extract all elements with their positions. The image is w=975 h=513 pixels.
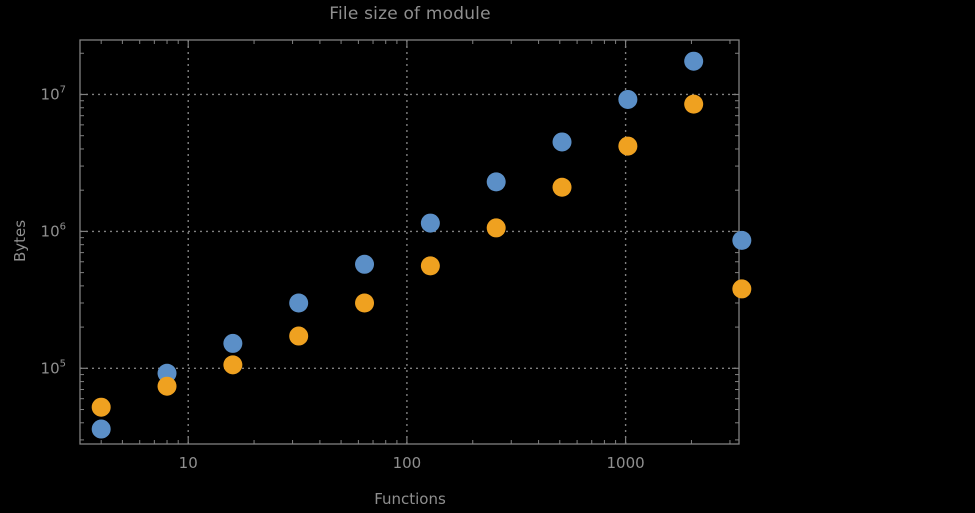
y-tick-label: 105	[41, 358, 66, 377]
data-point	[684, 51, 704, 71]
data-point	[355, 293, 375, 313]
data-point	[618, 89, 638, 109]
data-point	[684, 94, 704, 114]
data-point	[732, 230, 752, 250]
data-point	[420, 213, 440, 233]
gridlines-group	[80, 40, 739, 444]
data-point	[552, 132, 572, 152]
data-points-group	[91, 51, 752, 439]
data-point	[223, 333, 243, 353]
data-point	[732, 279, 752, 299]
data-point	[157, 376, 177, 396]
x-tick-labels: 10 100 1000	[179, 454, 645, 472]
data-point	[552, 177, 572, 197]
tick-marks-group	[80, 40, 739, 444]
chart-title: File size of module	[329, 4, 491, 24]
x-tick-label: 100	[393, 454, 422, 472]
x-tick-label: 10	[179, 454, 198, 472]
data-point	[618, 136, 638, 156]
data-point	[420, 256, 440, 276]
y-axis-label: Bytes	[11, 219, 29, 263]
data-point	[91, 397, 111, 417]
y-tick-label: 106	[41, 221, 66, 240]
axis-frame	[79, 39, 740, 445]
data-point	[289, 293, 309, 313]
data-point	[91, 419, 111, 439]
data-point	[486, 218, 506, 238]
data-point	[223, 355, 243, 375]
y-tick-label: 107	[41, 84, 66, 103]
data-point	[289, 326, 309, 346]
x-tick-label: 1000	[607, 454, 645, 472]
data-point	[486, 172, 506, 192]
data-point	[355, 254, 375, 274]
plot-frame	[79, 39, 740, 445]
y-tick-labels: 105 106 107	[41, 84, 66, 377]
x-axis-label: Functions	[374, 490, 446, 508]
